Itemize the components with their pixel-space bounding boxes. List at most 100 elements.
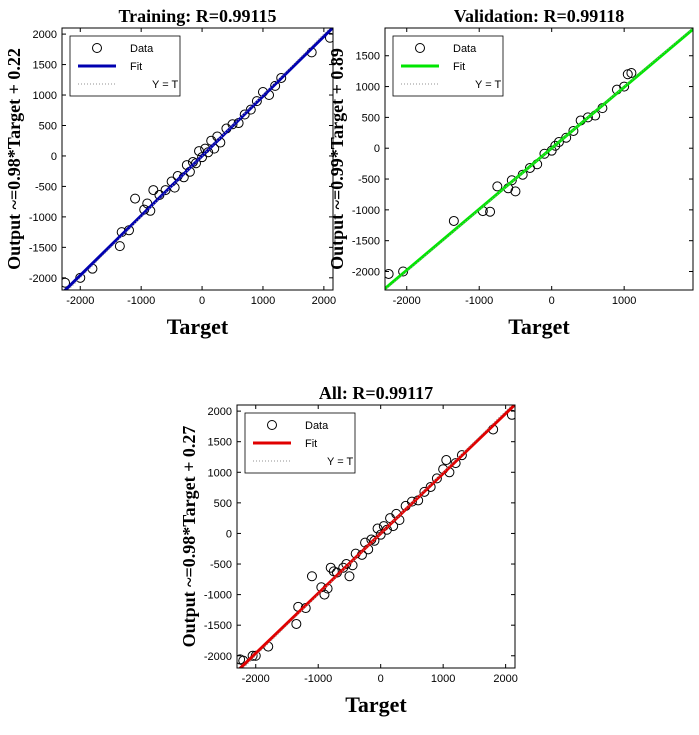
data-point	[227, 119, 238, 130]
panel: -2000 -1000 0 1000 -2000 -1500 -1000 -500 0 500 10…	[327, 6, 694, 339]
legend-label: Data	[130, 43, 154, 55]
data-point	[306, 571, 317, 582]
data-point	[568, 125, 579, 136]
y-tick-label: -2000	[352, 267, 380, 279]
y-tick-label: -1500	[204, 620, 232, 632]
data-point	[325, 562, 336, 573]
x-tick-label: 1000	[251, 295, 275, 307]
data-point	[619, 81, 630, 92]
data-point	[561, 132, 572, 143]
plot	[237, 405, 515, 668]
legend-marker	[415, 43, 425, 53]
data-point	[506, 409, 515, 420]
axes-box	[61, 27, 334, 291]
data-point	[291, 618, 302, 629]
x-tick-label: 2000	[312, 295, 336, 307]
y-tick-label: 1000	[33, 90, 57, 102]
data-point	[626, 68, 637, 79]
y-tick-label: -1000	[204, 590, 232, 602]
legend: Data Fit Y = T	[69, 35, 181, 97]
axes-box	[384, 27, 694, 291]
data-point	[369, 535, 380, 546]
data-point	[456, 450, 467, 461]
chart-title: All: R=0.99117	[319, 383, 433, 403]
y-tick-label: -500	[358, 174, 380, 186]
data-point	[276, 72, 287, 83]
y-tick-label: 2000	[208, 406, 232, 418]
data-point	[448, 215, 459, 226]
x-tick-label: -2000	[393, 295, 421, 307]
x-tick-label: 2000	[493, 673, 517, 685]
data-point	[553, 137, 564, 148]
fit-line	[385, 28, 693, 290]
x-tick-label: 0	[199, 295, 205, 307]
panel: -2000 -1000 0 1000 2000 -2000 -1500 -1000 -500 0 5…	[4, 6, 336, 339]
data-point	[431, 473, 442, 484]
y-tick-label: -1000	[352, 205, 380, 217]
legend: Data Fit Y = T	[392, 35, 504, 97]
identity-line	[385, 28, 693, 290]
data-point	[130, 193, 141, 204]
chart-title: Validation: R=0.99118	[454, 6, 625, 26]
x-tick-label: -1000	[127, 295, 155, 307]
y-tick-label: -1500	[29, 242, 57, 254]
data-point	[372, 523, 383, 534]
axes-box	[236, 404, 516, 669]
legend-label: Fit	[305, 438, 317, 450]
data-point	[148, 185, 159, 196]
y-tick-label: 1500	[356, 51, 380, 63]
data-point	[114, 241, 125, 252]
y-tick-label: 1500	[33, 60, 57, 72]
x-tick-label: 0	[378, 673, 384, 685]
identity-line	[242, 405, 513, 668]
y-tick-label: 1000	[356, 82, 380, 94]
y-tick-label: -1000	[29, 212, 57, 224]
data-point	[582, 112, 593, 123]
legend-marker	[92, 43, 102, 53]
data-point	[398, 266, 409, 277]
y-tick-label: -1500	[352, 236, 380, 248]
data-point	[485, 206, 496, 217]
data-point	[406, 496, 417, 507]
data-point	[419, 486, 430, 497]
legend: Data Fit Y = T	[244, 412, 356, 474]
legend-label: Y = T	[475, 79, 501, 91]
data-point	[506, 175, 517, 186]
x-tick-label: -1000	[304, 673, 332, 685]
y-axis-label: Output ~=0.98*Target + 0.27	[179, 426, 199, 648]
y-axis-label: Output ~=0.98*Target + 0.22	[4, 48, 24, 270]
y-tick-label: 1000	[208, 467, 232, 479]
fit-line	[63, 28, 333, 290]
identity-line	[67, 28, 331, 290]
data-point	[550, 140, 561, 151]
y-tick-label: 0	[51, 151, 57, 163]
data-point	[324, 32, 333, 43]
fit-line	[238, 405, 515, 668]
data-point	[319, 589, 330, 600]
data-point	[425, 481, 436, 492]
y-tick-label: -2000	[204, 651, 232, 663]
legend-label: Data	[305, 420, 329, 432]
chart-title: Training: R=0.99115	[119, 6, 277, 26]
data-point	[344, 571, 355, 582]
data-point	[510, 186, 521, 197]
y-tick-label: 500	[214, 498, 232, 510]
data-point	[251, 96, 262, 107]
x-tick-label: 0	[549, 295, 555, 307]
data-point	[190, 158, 201, 169]
x-tick-label: -1000	[465, 295, 493, 307]
y-tick-label: 1500	[208, 437, 232, 449]
legend-label: Y = T	[152, 79, 178, 91]
y-tick-label: 0	[374, 143, 380, 155]
x-tick-label: 1000	[431, 673, 455, 685]
y-tick-label: 500	[362, 112, 380, 124]
x-tick-label: 1000	[612, 295, 636, 307]
data-point	[385, 268, 394, 279]
data-point	[338, 562, 349, 573]
data-point	[450, 458, 461, 469]
data-point	[245, 104, 256, 115]
x-axis-label: Target	[345, 692, 407, 717]
data-point	[441, 455, 452, 466]
y-tick-label: 500	[39, 120, 57, 132]
